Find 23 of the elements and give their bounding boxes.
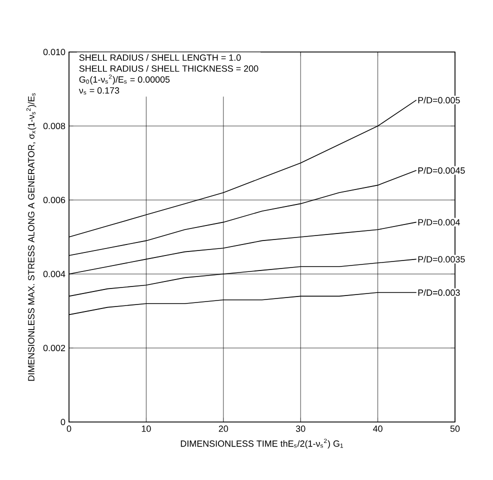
x-tick-label: 0 (66, 426, 72, 432)
x-tick-label: 20 (218, 426, 228, 432)
series-label: P/D=0.0035 (418, 256, 465, 262)
x-tick-label: 10 (142, 426, 151, 432)
series-label: P/D=0.0045 (418, 167, 465, 174)
y-tick-label: 0.008 (43, 122, 66, 130)
series-label: P/D=0.005 (418, 96, 460, 104)
series-label: P/D=0.003 (418, 289, 460, 296)
y-tick-label: 0.002 (43, 344, 66, 352)
y-tick-label: 0.004 (43, 270, 66, 278)
y-tick-label: 0.006 (43, 196, 66, 204)
x-tick-label: 30 (296, 426, 306, 432)
annotation: SHELL RADIUS / SHELL LENGTH = 1.0 (79, 54, 241, 61)
x-tick-label: 40 (373, 426, 382, 432)
annotation: SHELL RADIUS / SHELL THICKNESS = 200 (79, 65, 258, 72)
x-tick-label: 50 (450, 426, 460, 432)
annotation: G$_{0}$(1-ν$_{s}$$^{2}$)/E$_{s}$ = 0.00005 (79, 74, 170, 84)
x-axis-title: DIMENSIONLESS TIME thE$_{s}$/2(1-ν$_{s}$$^{2}$) G$_{1}$ (180, 438, 344, 449)
series-label: P/D=0.004 (418, 218, 460, 226)
y-tick-label: 0 (60, 418, 66, 426)
annotation: ν$_{s}$ = 0.173 (78, 87, 120, 95)
y-axis-title: DIMENSIONLESS MAX. STRESS ALONG A GENERATOR, σ$_{x}$(1-ν$_{s}$$^{2}$)/E$_{s}$ (26, 93, 36, 381)
y-tick-label: 0.010 (43, 48, 66, 56)
